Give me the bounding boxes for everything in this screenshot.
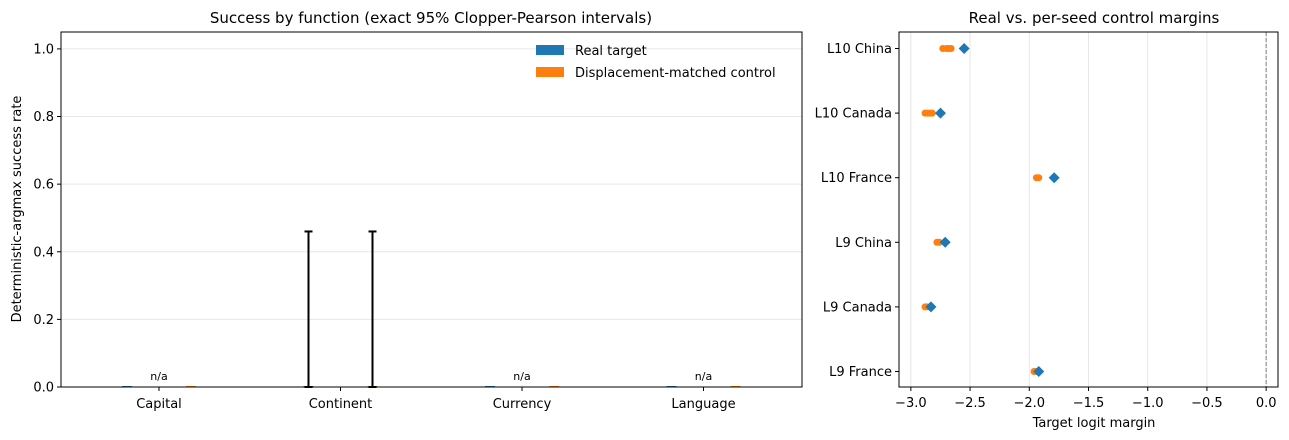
control-point [947,45,955,52]
legend-label-real: Real target [575,44,647,59]
left-y-tick-label: 0.8 [33,110,54,125]
left-y-tick-label: 0.6 [33,178,54,193]
right-markers [921,43,1060,377]
left-panel: Success by function (exact 95% Clopper-P… [10,9,803,412]
left-y-axis-label: Deterministic-argmax success rate [10,96,25,323]
left-x-tick-label: Language [671,397,735,412]
real-point [1033,366,1045,377]
real-point [1048,172,1060,184]
left-annotations: n/a n/a n/a [150,370,712,383]
right-x-tick-label: 0.0 [1256,396,1277,411]
left-y-tick-label: 1.0 [33,42,54,57]
right-y-ticks: L10 China L10 Canada L10 France L9 China L9 … [815,42,899,380]
control-point [1035,174,1043,182]
right-plot-frame [898,31,1279,388]
real-point [958,43,970,54]
right-x-tick-label: −0.5 [1191,396,1223,411]
real-point [934,107,946,119]
annotation-label: n/a [513,370,530,383]
left-y-tick-label: 0.4 [33,245,54,260]
right-x-ticks: −3.0 −2.5 −2.0 −1.5 −1.0 −0.5 0.0 [895,387,1277,411]
right-x-tick-label: −2.0 [1013,396,1045,411]
legend-label-control: Displacement-matched control [575,66,776,81]
right-y-tick-label: L10 China [827,42,892,57]
annotation-label: n/a [150,370,167,383]
right-chart-title: Real vs. per-seed control margins [969,9,1220,27]
left-chart-title: Success by function (exact 95% Clopper-P… [210,9,652,27]
left-y-tick-label: 0.0 [33,381,54,396]
real-point [939,236,951,248]
right-y-tick-label: L10 France [821,171,892,186]
left-plot-frame [60,31,803,388]
right-gridlines [910,32,1267,387]
left-y-tick-label: 0.2 [33,313,54,328]
annotation-label: n/a [695,370,712,383]
left-x-tick-label: Currency [493,397,552,412]
legend-swatch-real [536,45,564,55]
right-x-tick-label: −3.0 [895,396,927,411]
control-point [928,109,936,117]
left-legend: Real target Displacement-matched control [536,44,776,81]
right-x-tick-label: −2.5 [954,396,986,411]
left-error-bars [304,230,377,388]
left-x-ticks: Capital Continent Currency Language [136,387,736,412]
left-x-tick-label: Continent [309,397,373,412]
left-x-tick-label: Capital [136,397,182,412]
control-point [935,238,943,246]
right-panel: Real vs. per-seed control margins Target… [815,9,1279,431]
left-y-ticks: 0.0 0.2 0.4 0.6 0.8 1.0 [33,42,61,396]
right-x-axis-label: Target logit margin [1032,416,1156,431]
real-point [925,301,937,313]
right-y-tick-label: L9 Canada [823,300,892,315]
right-x-tick-label: −1.0 [1132,396,1164,411]
right-x-tick-label: −1.5 [1073,396,1105,411]
legend-swatch-control [536,67,564,77]
left-gridlines [61,48,802,388]
right-y-tick-label: L10 Canada [815,107,892,122]
right-y-tick-label: L9 France [829,365,892,380]
right-y-tick-label: L9 China [835,236,892,251]
